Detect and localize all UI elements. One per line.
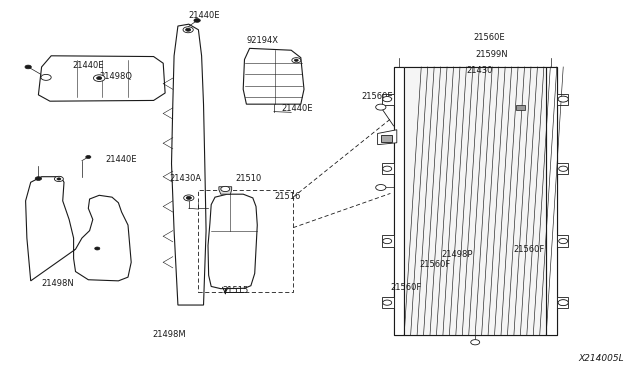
Text: 21430A: 21430A: [170, 174, 202, 183]
Text: 21510: 21510: [236, 174, 262, 183]
Circle shape: [186, 28, 191, 31]
Circle shape: [194, 19, 200, 22]
Circle shape: [383, 300, 392, 305]
Polygon shape: [557, 235, 568, 247]
Text: 92194X: 92194X: [246, 36, 278, 45]
Polygon shape: [557, 93, 568, 105]
Polygon shape: [382, 93, 394, 105]
Circle shape: [54, 176, 63, 182]
Polygon shape: [382, 297, 394, 308]
Text: 21560F: 21560F: [513, 245, 545, 254]
Circle shape: [383, 166, 392, 171]
Circle shape: [559, 166, 568, 171]
Text: 21599N: 21599N: [476, 50, 508, 59]
Text: 21560F: 21560F: [390, 283, 422, 292]
Polygon shape: [208, 194, 257, 289]
Polygon shape: [382, 163, 394, 174]
Text: 21560F: 21560F: [419, 260, 451, 269]
Bar: [381, 135, 392, 142]
Polygon shape: [382, 235, 394, 247]
Circle shape: [292, 58, 301, 63]
Polygon shape: [219, 187, 232, 194]
Text: 21498P: 21498P: [442, 250, 473, 259]
Circle shape: [183, 27, 193, 33]
Text: 21560E: 21560E: [362, 92, 393, 101]
Polygon shape: [26, 177, 131, 281]
Circle shape: [294, 59, 298, 61]
Text: 21515: 21515: [223, 286, 249, 295]
Polygon shape: [172, 24, 206, 305]
Circle shape: [559, 96, 568, 102]
Circle shape: [559, 238, 568, 244]
Circle shape: [376, 185, 386, 190]
Circle shape: [35, 177, 42, 180]
Polygon shape: [546, 67, 557, 335]
Circle shape: [470, 340, 480, 345]
Text: 21440E: 21440E: [106, 155, 137, 164]
Circle shape: [86, 155, 91, 158]
Circle shape: [383, 96, 392, 102]
Circle shape: [558, 96, 568, 102]
Circle shape: [93, 75, 105, 81]
Circle shape: [383, 238, 392, 244]
Text: 21498N: 21498N: [42, 279, 74, 288]
Circle shape: [558, 300, 568, 306]
Text: 21440E: 21440E: [282, 105, 313, 113]
Circle shape: [57, 178, 61, 180]
Circle shape: [221, 186, 230, 192]
Polygon shape: [557, 297, 568, 308]
Circle shape: [97, 77, 102, 80]
Polygon shape: [404, 67, 546, 335]
Circle shape: [184, 195, 194, 201]
Text: X214005L: X214005L: [579, 354, 624, 363]
Polygon shape: [557, 163, 568, 174]
Circle shape: [95, 247, 100, 250]
Circle shape: [25, 65, 31, 69]
Text: 21440E: 21440E: [72, 61, 104, 70]
Bar: [516, 105, 525, 110]
Polygon shape: [38, 56, 165, 101]
Text: 21440E: 21440E: [189, 12, 220, 20]
Polygon shape: [394, 67, 404, 335]
Text: 21516: 21516: [274, 192, 300, 201]
Bar: [198, 190, 293, 292]
Text: 21560E: 21560E: [474, 33, 505, 42]
Circle shape: [186, 196, 191, 199]
Polygon shape: [394, 67, 557, 335]
Polygon shape: [378, 130, 397, 145]
Circle shape: [559, 300, 568, 305]
Text: 21498M: 21498M: [152, 330, 186, 339]
Text: 21498Q: 21498Q: [99, 72, 132, 81]
Circle shape: [376, 104, 386, 110]
Text: 21430: 21430: [466, 66, 492, 75]
Circle shape: [41, 74, 51, 80]
Polygon shape: [243, 48, 304, 104]
